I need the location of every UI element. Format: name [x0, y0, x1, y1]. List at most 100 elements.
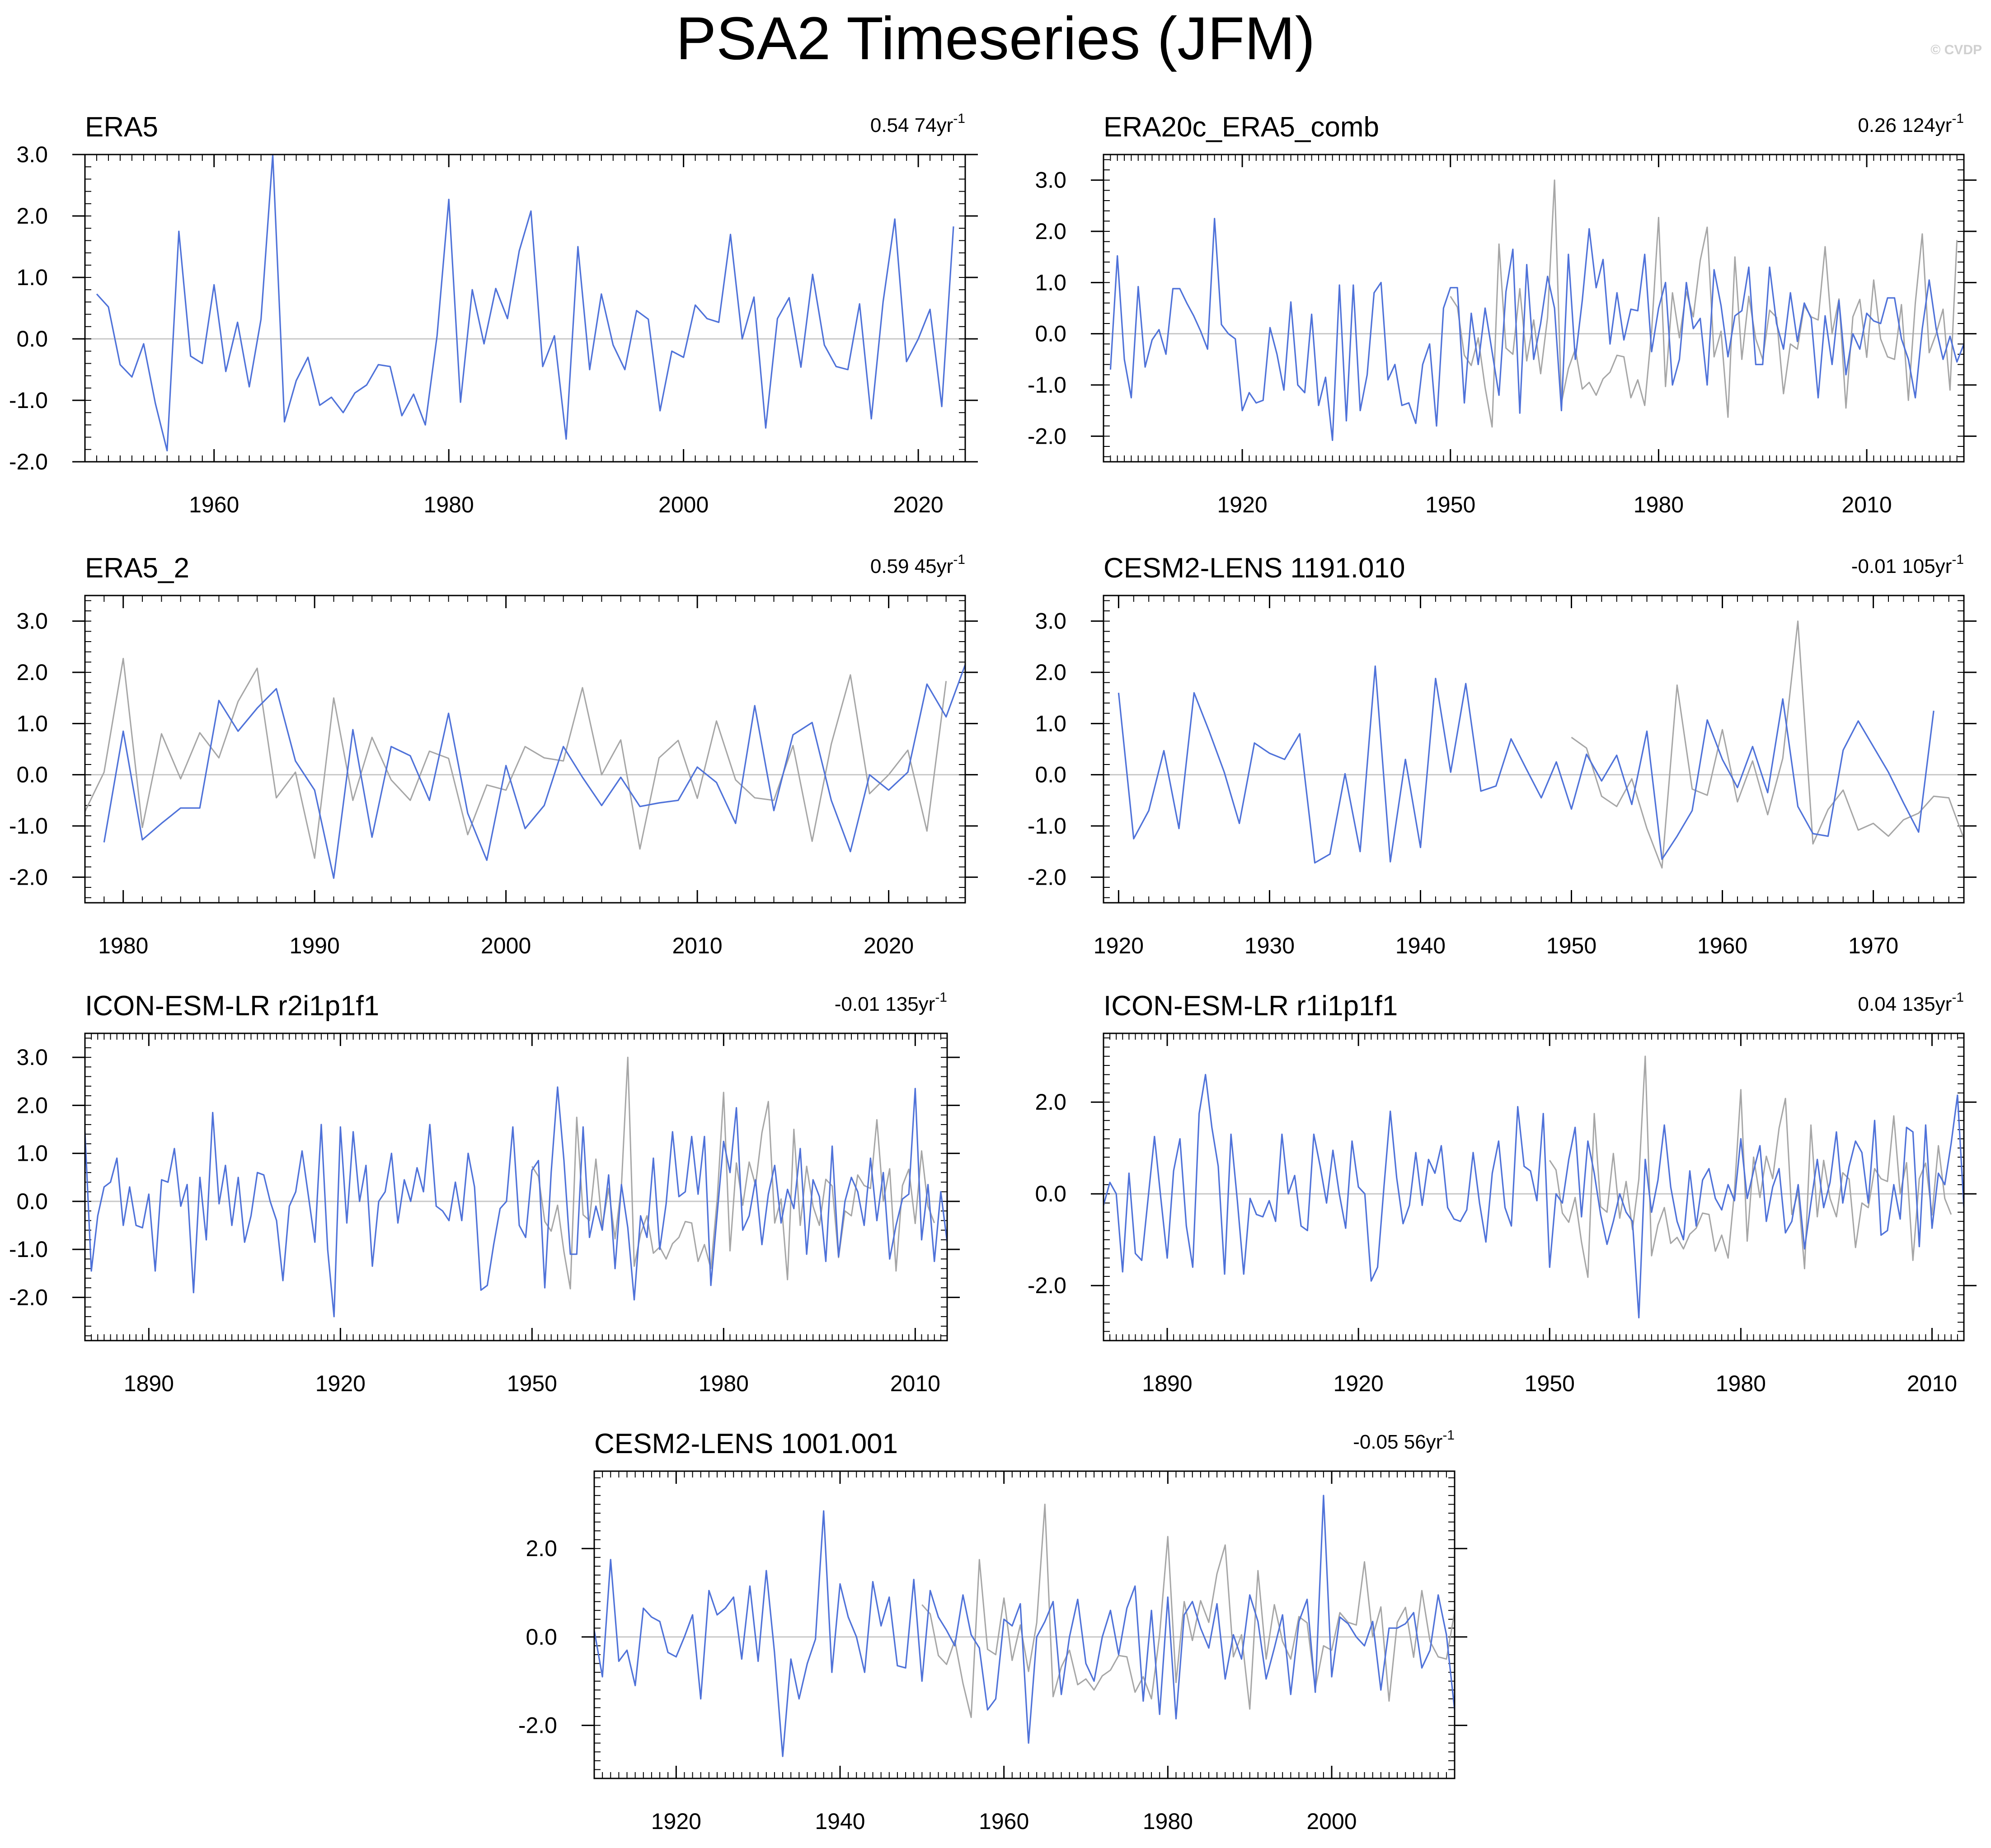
- series-line-era5: [531, 1056, 935, 1290]
- x-tick-label: 1920: [1334, 1371, 1384, 1396]
- x-tick-label: 1980: [424, 492, 474, 517]
- trend-label: -0.05 56yr-1: [1353, 1428, 1455, 1453]
- series-line-era5: [85, 657, 947, 859]
- x-tick-label: 1950: [507, 1371, 557, 1396]
- series-line-era20c-era5-comb: [1109, 218, 1964, 441]
- y-tick-label: 0.0: [16, 326, 48, 352]
- x-tick-label: 1960: [979, 1809, 1029, 1834]
- panel-title: ERA5_2: [85, 553, 189, 584]
- y-tick-label: 0.0: [526, 1624, 557, 1650]
- panel-title: ICON-ESM-LR r2i1p1f1: [85, 990, 379, 1022]
- x-tick-label: 1950: [1425, 492, 1475, 517]
- x-tick-label: 1990: [290, 933, 340, 958]
- y-tick-label: 0.0: [1035, 321, 1066, 347]
- panel-title: ERA5: [85, 112, 158, 143]
- y-tick-label: -2.0: [1028, 423, 1066, 449]
- x-tick-label: 1930: [1244, 933, 1295, 958]
- x-tick-label: 1940: [815, 1809, 865, 1834]
- x-tick-label: 1970: [1848, 933, 1898, 958]
- page-title: PSA2 Timeseries (JFM): [676, 5, 1315, 72]
- y-tick-label: 0.0: [1035, 762, 1066, 788]
- y-tick-label: 0.0: [1035, 1181, 1066, 1206]
- y-tick-label: 3.0: [16, 609, 48, 634]
- x-tick-label: 1950: [1546, 933, 1597, 958]
- series-line-era5: [1549, 1055, 1952, 1278]
- panel-3: ERA5_2 0.59 45yr-1 1980 1990 2000 2010 2020 -2.…: [9, 552, 978, 958]
- x-tick-label: 1920: [1094, 933, 1144, 958]
- trend-label: -0.01 135yr-1: [835, 990, 947, 1015]
- y-tick-label: 0.0: [16, 1189, 48, 1214]
- y-tick-label: -2.0: [9, 864, 48, 890]
- y-tick-label: 2.0: [16, 1093, 48, 1118]
- x-tick-label: 1920: [315, 1371, 366, 1396]
- y-tick-label: -2.0: [518, 1713, 557, 1738]
- y-tick-label: -2.0: [1028, 864, 1066, 890]
- x-tick-label: 2010: [1841, 492, 1892, 517]
- series-line-cesm2-lens-1001-001: [594, 1495, 1455, 1757]
- panel-2: ERA20c_ERA5_comb 0.26 124yr-1 1920 1950 1980…: [1028, 111, 1977, 517]
- series-line-era5: [921, 1503, 1455, 1718]
- y-tick-label: 3.0: [1035, 168, 1066, 193]
- trend-unit: -1: [1952, 990, 1964, 1005]
- panel-5: ICON-ESM-LR r2i1p1f1 -0.01 135yr-1 1890 192…: [9, 990, 960, 1396]
- y-tick-label: -2.0: [1028, 1273, 1066, 1298]
- trend-label: 0.04 135yr-1: [1858, 990, 1964, 1015]
- x-tick-label: 1980: [1716, 1371, 1766, 1396]
- x-tick-label: 1920: [1217, 492, 1267, 517]
- y-tick-label: 2.0: [1035, 219, 1066, 244]
- x-tick-label: 2010: [890, 1371, 940, 1396]
- plot-frame: [1103, 154, 1965, 463]
- trend-unit: -1: [953, 111, 965, 126]
- x-tick-label: 1920: [651, 1809, 701, 1834]
- y-tick-label: 1.0: [16, 711, 48, 736]
- y-tick-label: -1.0: [1028, 372, 1066, 398]
- series-line-icon-esm-lr-r2i1p1f1: [85, 1086, 947, 1318]
- x-tick-label: 2020: [893, 492, 943, 517]
- x-tick-label: 1980: [1634, 492, 1684, 517]
- x-tick-label: 2000: [1306, 1809, 1357, 1834]
- x-tick-label: 2020: [864, 933, 914, 958]
- x-tick-label: 1960: [189, 492, 239, 517]
- plot-frame: [593, 1470, 1456, 1779]
- x-tick-label: 1960: [1697, 933, 1747, 958]
- panel-4: CESM2-LENS 1191.010 -0.01 105yr-1 1920 1930…: [1028, 552, 1977, 958]
- plot-frame: [1103, 595, 1965, 904]
- panel-title: CESM2-LENS 1191.010: [1104, 553, 1405, 584]
- y-tick-label: 0.0: [16, 762, 48, 788]
- y-tick-label: -1.0: [9, 388, 48, 413]
- y-tick-label: -1.0: [9, 813, 48, 839]
- trend-unit: -1: [935, 990, 947, 1005]
- y-tick-label: 1.0: [16, 265, 48, 290]
- y-tick-label: -2.0: [9, 449, 48, 474]
- panel-title: ICON-ESM-LR r1i1p1f1: [1104, 990, 1398, 1022]
- x-tick-label: 1950: [1525, 1371, 1575, 1396]
- panel-title: ERA20c_ERA5_comb: [1104, 112, 1379, 143]
- series-line-era5: [1571, 620, 1964, 869]
- y-tick-label: 3.0: [1035, 609, 1066, 634]
- y-tick-label: 2.0: [16, 203, 48, 229]
- series-line-cesm2-lens-1191-010: [1118, 665, 1935, 864]
- trend-label: 0.54 74yr-1: [870, 111, 965, 136]
- trend-label: -0.01 105yr-1: [1851, 552, 1964, 577]
- x-tick-label: 1980: [1143, 1809, 1193, 1834]
- series-line-era5-2: [103, 664, 965, 879]
- panel-1: ERA5 0.54 74yr-1 1960 1980 2000 2020 -2.0 -1.0 0…: [9, 111, 978, 517]
- plot-frame: [84, 595, 966, 904]
- y-tick-label: 3.0: [16, 142, 48, 167]
- y-tick-label: 1.0: [16, 1141, 48, 1166]
- x-tick-label: 1890: [124, 1371, 174, 1396]
- y-tick-label: -1.0: [9, 1237, 48, 1262]
- panel-title: CESM2-LENS 1001.001: [594, 1428, 898, 1459]
- x-tick-label: 2010: [1907, 1371, 1957, 1396]
- watermark: © CVDP: [1930, 42, 1982, 57]
- panel-6: ICON-ESM-LR r1i1p1f1 0.04 135yr-1 1890 1920…: [1028, 990, 1977, 1396]
- x-tick-label: 1980: [699, 1371, 749, 1396]
- y-tick-label: -1.0: [1028, 813, 1066, 839]
- y-tick-label: 2.0: [16, 660, 48, 685]
- trend-label: 0.26 124yr-1: [1858, 111, 1964, 136]
- y-tick-label: 1.0: [1035, 711, 1066, 736]
- series-line-era5: [96, 155, 954, 452]
- series-line-icon-esm-lr-r1i1p1f1: [1104, 1074, 1964, 1318]
- y-tick-label: 2.0: [1035, 1089, 1066, 1115]
